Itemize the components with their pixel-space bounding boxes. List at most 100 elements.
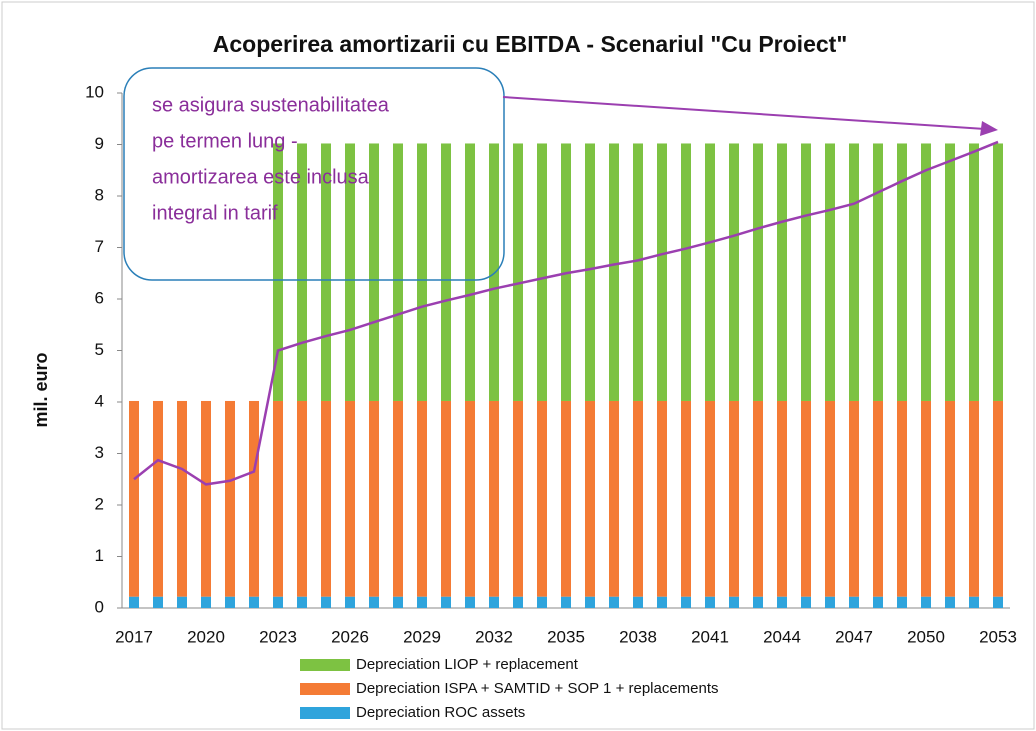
x-tick-label: 2023	[259, 627, 297, 646]
bar-segment	[921, 400, 931, 597]
bar-segment	[609, 596, 619, 608]
legend-label: Depreciation LIOP + replacement	[356, 656, 579, 673]
line-series	[133, 140, 999, 486]
bar-segment	[489, 596, 499, 608]
bar-segment	[537, 143, 547, 401]
bar-segment	[609, 143, 619, 401]
annotation-box	[123, 67, 505, 281]
bar-segment	[417, 400, 427, 597]
x-tick-label: 2020	[187, 627, 225, 646]
bar-segment	[225, 596, 235, 608]
y-tick-label: 8	[95, 185, 104, 204]
x-tick-label: 2047	[835, 627, 873, 646]
x-tick-label: 2017	[115, 627, 153, 646]
bar-segment	[441, 143, 451, 401]
bar-segment	[777, 400, 787, 597]
bar-segment	[753, 596, 763, 608]
bar-segment	[537, 400, 547, 597]
x-tick-label: 2038	[619, 627, 657, 646]
bar-segment	[777, 143, 787, 401]
bar-segment	[657, 143, 667, 401]
bar-segment	[585, 596, 595, 608]
bar-segment	[153, 596, 163, 608]
bar-segment	[465, 143, 475, 401]
bar-segment	[273, 143, 283, 401]
bar-segment	[585, 143, 595, 401]
bar-segment	[825, 400, 835, 597]
bar-segment	[225, 400, 235, 597]
legend-label: Depreciation ROC assets	[356, 704, 525, 721]
bar-segment	[513, 143, 523, 401]
bar-segment	[681, 596, 691, 608]
bar-segment	[729, 143, 739, 401]
bar-segment	[993, 143, 1003, 401]
bar-segment	[417, 596, 427, 608]
bar-segment	[897, 596, 907, 608]
bar-segment	[873, 143, 883, 401]
y-axis-label: mil. euro	[31, 352, 51, 427]
bar-segment	[321, 596, 331, 608]
bar-segment	[273, 596, 283, 608]
bar-segment	[201, 400, 211, 597]
bar-segment	[537, 596, 547, 608]
bar-segment	[969, 596, 979, 608]
bar-segment	[321, 143, 331, 401]
annotation-text: amortizarea este inclusa	[152, 166, 370, 188]
bar-segment	[777, 596, 787, 608]
bar-segment	[297, 143, 307, 401]
x-tick-label: 2050	[907, 627, 945, 646]
x-tick-label: 2044	[763, 627, 801, 646]
bar-segment	[873, 400, 883, 597]
bar-segment	[441, 400, 451, 597]
bar-segment	[321, 400, 331, 597]
annotation-arrow	[502, 96, 986, 130]
bar-segment	[705, 400, 715, 597]
bar-segment	[441, 596, 451, 608]
y-tick-label: 3	[95, 443, 104, 462]
bar-segment	[801, 596, 811, 608]
y-tick-label: 5	[95, 340, 104, 359]
bar-segment	[465, 596, 475, 608]
y-tick-label: 1	[95, 546, 104, 565]
bar-segment	[729, 596, 739, 608]
annotation-text: se asigura sustenabilitatea	[152, 94, 390, 116]
bar-segment	[897, 400, 907, 597]
bar-segment	[513, 596, 523, 608]
bar-segment	[681, 400, 691, 597]
bar-segment	[945, 143, 955, 401]
bar-segment	[825, 143, 835, 401]
bar-segment	[177, 596, 187, 608]
y-tick-label: 4	[95, 391, 104, 410]
bar-segment	[345, 596, 355, 608]
bar-segment	[633, 400, 643, 597]
bar-segment	[129, 596, 139, 608]
bar-segment	[897, 143, 907, 401]
bar-segment	[585, 400, 595, 597]
legend-swatch	[300, 683, 350, 695]
y-tick-label: 2	[95, 494, 104, 513]
bar-segment	[513, 400, 523, 597]
bar-segment	[201, 596, 211, 608]
bar-segment	[633, 143, 643, 401]
bar-segment	[705, 143, 715, 401]
bar-segment	[753, 400, 763, 597]
bar-segment	[801, 400, 811, 597]
y-tick-label: 0	[95, 597, 104, 616]
bar-segment	[393, 596, 403, 608]
bar-segment	[345, 143, 355, 401]
bar-segment	[153, 400, 163, 597]
bar-segment	[729, 400, 739, 597]
bar-segment	[345, 400, 355, 597]
legend-swatch	[300, 707, 350, 719]
x-tick-label: 2032	[475, 627, 513, 646]
chart-title: Acoperirea amortizarii cu EBITDA - Scena…	[213, 31, 847, 57]
bar-segment	[489, 400, 499, 597]
bar-segment	[465, 400, 475, 597]
y-tick-label: 9	[95, 134, 104, 153]
bar-segment	[681, 143, 691, 401]
bar-segment	[849, 143, 859, 401]
y-tick-label: 7	[95, 237, 104, 256]
bar-segment	[849, 400, 859, 597]
bar-segment	[489, 143, 499, 401]
